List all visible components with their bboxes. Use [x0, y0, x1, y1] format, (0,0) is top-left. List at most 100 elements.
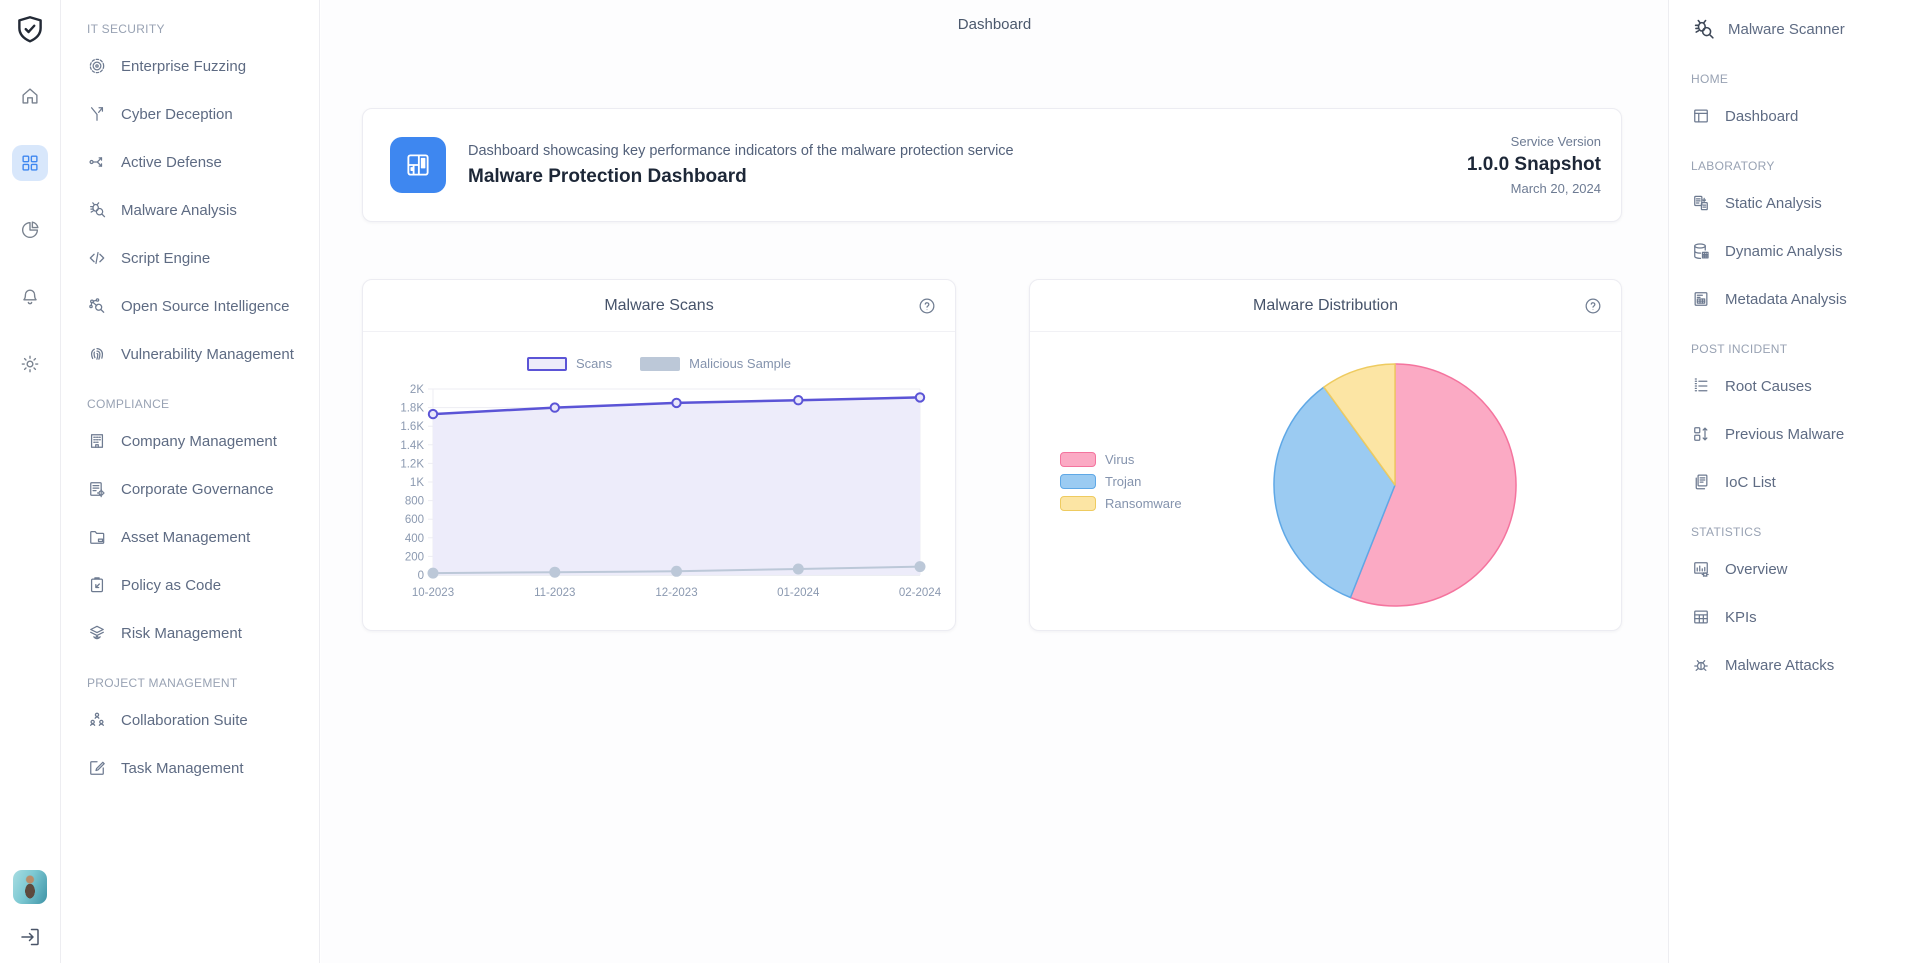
help-icon[interactable] [1583, 296, 1603, 316]
scanner-section-label: LABORATORY [1691, 159, 1775, 173]
pie-slice-virus[interactable] [1349, 363, 1517, 607]
database-icon [1691, 241, 1711, 261]
org-icon [87, 710, 107, 730]
malware-distribution-card-header: Malware Distribution [1030, 280, 1621, 332]
sidebar-item-enterprise-fuzzing[interactable]: Enterprise Fuzzing [87, 42, 311, 90]
legend-item-malicious-sample[interactable]: Malicious Sample [640, 356, 791, 371]
layout-icon [1691, 106, 1711, 126]
scanner-item-overview[interactable]: Overview [1691, 545, 1912, 593]
malicious-sample-legend-swatch [640, 356, 681, 371]
nav-item-label: Asset Management [121, 528, 251, 546]
rail-item-bell[interactable] [12, 279, 48, 315]
sidebar-item-policy-as-code[interactable]: Policy as Code [87, 561, 311, 609]
legend-label: Ransomware [1105, 496, 1182, 511]
building-icon [87, 431, 107, 451]
scanner-item-static-analysis[interactable]: Static Analysis [1691, 179, 1912, 227]
target-icon [87, 56, 107, 76]
sidebar-section-it-security: IT SECURITY Enterprise Fuzzing Cyber Decep… [87, 18, 311, 378]
main-content: Dashboard Dashboard showcasing key perfo… [321, 0, 1668, 963]
rail-item-gear[interactable] [12, 346, 48, 382]
list-gear-icon [87, 479, 107, 499]
list-icon [1691, 376, 1711, 396]
right-sidebar: Malware Scanner HOME Dashboard LABORATORY S… [1668, 0, 1920, 963]
sidebar-item-vulnerability-management[interactable]: Vulnerability Management [87, 330, 311, 378]
svg-text:1.8K: 1.8K [400, 403, 424, 415]
rail-item-apps[interactable] [12, 145, 48, 181]
nav-item-label: Company Management [121, 432, 277, 450]
malware-scanner-title: Malware Scanner [1728, 20, 1845, 38]
scans-legend-swatch [526, 356, 567, 371]
top-bar: Dashboard [321, 0, 1668, 48]
nav-item-label: Static Analysis [1725, 194, 1822, 212]
nav-item-label: Active Defense [121, 153, 222, 171]
svg-text:11-2023: 11-2023 [534, 587, 575, 599]
legend-label: Virus [1105, 452, 1135, 467]
svg-text:1K: 1K [409, 477, 423, 489]
malware-distribution-card: Malware Distribution Virus Trojan Ransomwa… [1029, 279, 1622, 631]
sidebar-item-company-management[interactable]: Company Management [87, 417, 311, 465]
malware-scans-card-header: Malware Scans [363, 280, 955, 332]
scanner-item-dynamic-analysis[interactable]: Dynamic Analysis [1691, 227, 1912, 275]
doc-copy-icon [1691, 193, 1711, 213]
rail-item-pie[interactable] [12, 212, 48, 248]
svg-text:600: 600 [404, 514, 423, 526]
doc-table-icon [1691, 289, 1711, 309]
service-version-label: Service Version [1510, 134, 1601, 149]
nav-item-label: Enterprise Fuzzing [121, 57, 247, 75]
scanner-item-previous-malware[interactable]: Previous Malware [1691, 410, 1912, 458]
nav-item-label: Cyber Deception [121, 105, 233, 123]
bell-icon [19, 286, 41, 308]
trojan-legend-swatch [1060, 474, 1096, 489]
legend-item-trojan[interactable]: Trojan [1060, 474, 1182, 489]
logout-icon[interactable] [18, 925, 42, 949]
legend-item-virus[interactable]: Virus [1060, 452, 1182, 467]
gear-icon [19, 353, 41, 375]
scanner-item-malware-attacks[interactable]: Malware Attacks [1691, 641, 1912, 689]
legend-item-ransomware[interactable]: Ransomware [1060, 496, 1182, 511]
sidebar-item-asset-management[interactable]: Asset Management [87, 513, 311, 561]
table-icon [1691, 607, 1711, 627]
scanner-item-ioc-list[interactable]: IoC List [1691, 458, 1912, 506]
rail-item-home[interactable] [12, 78, 48, 114]
sidebar-item-malware-analysis[interactable]: Malware Analysis [87, 186, 311, 234]
sidebar-item-collaboration-suite[interactable]: Collaboration Suite [87, 696, 311, 744]
scanner-item-metadata-analysis[interactable]: Metadata Analysis [1691, 275, 1912, 323]
sidebar-item-open-source-intelligence[interactable]: Open Source Intelligence [87, 282, 311, 330]
help-icon[interactable] [917, 296, 937, 316]
sidebar-item-task-management[interactable]: Task Management [87, 744, 311, 792]
svg-text:10-2023: 10-2023 [411, 587, 453, 599]
pie-slice-ransomware[interactable] [1323, 363, 1396, 486]
scanner-item-kpis[interactable]: KPIs [1691, 593, 1912, 641]
nav-item-label: Vulnerability Management [121, 345, 294, 363]
user-avatar[interactable] [13, 870, 47, 904]
sidebar-section-compliance: COMPLIANCE Company Management Corporate Go… [87, 393, 311, 657]
scanner-item-root-causes[interactable]: Root Causes [1691, 362, 1912, 410]
scanner-section-label: STATISTICS [1691, 525, 1762, 539]
sidebar-item-cyber-deception[interactable]: Cyber Deception [87, 90, 311, 138]
svg-text:200: 200 [404, 551, 423, 563]
scanner-section-label: POST INCIDENT [1691, 342, 1788, 356]
scanner-item-dashboard[interactable]: Dashboard [1691, 92, 1912, 140]
dashboard-title: Malware Protection Dashboard [468, 165, 747, 187]
sidebar-item-risk-management[interactable]: Risk Management [87, 609, 311, 657]
distribution-legend: Virus Trojan Ransomware [1060, 452, 1182, 518]
sidebar-item-script-engine[interactable]: Script Engine [87, 234, 311, 282]
legend-item-scans[interactable]: Scans [526, 356, 612, 371]
sidebar-item-corporate-governance[interactable]: Corporate Governance [87, 465, 311, 513]
pie-slice-trojan[interactable] [1273, 386, 1396, 599]
nav-item-label: Corporate Governance [121, 480, 274, 498]
dashboard-card-text: Dashboard showcasing key performance ind… [468, 143, 1014, 188]
pie-icon [19, 219, 41, 241]
nav-item-label: Malware Analysis [121, 201, 237, 219]
layout-dashboard-icon [401, 148, 435, 182]
svg-text:800: 800 [404, 496, 423, 508]
left-nav: IT SECURITY Enterprise Fuzzing Cyber Decep… [87, 18, 311, 792]
malware-scanner-header: Malware Scanner [1691, 12, 1912, 46]
sidebar-item-active-defense[interactable]: Active Defense [87, 138, 311, 186]
layers-eye-icon [87, 623, 107, 643]
nav-item-label: IoC List [1725, 473, 1776, 491]
code-icon [87, 248, 107, 268]
grid-arrows-icon [1691, 424, 1711, 444]
nav-item-label: Root Causes [1725, 377, 1812, 395]
scanner-section-label: HOME [1691, 72, 1729, 86]
